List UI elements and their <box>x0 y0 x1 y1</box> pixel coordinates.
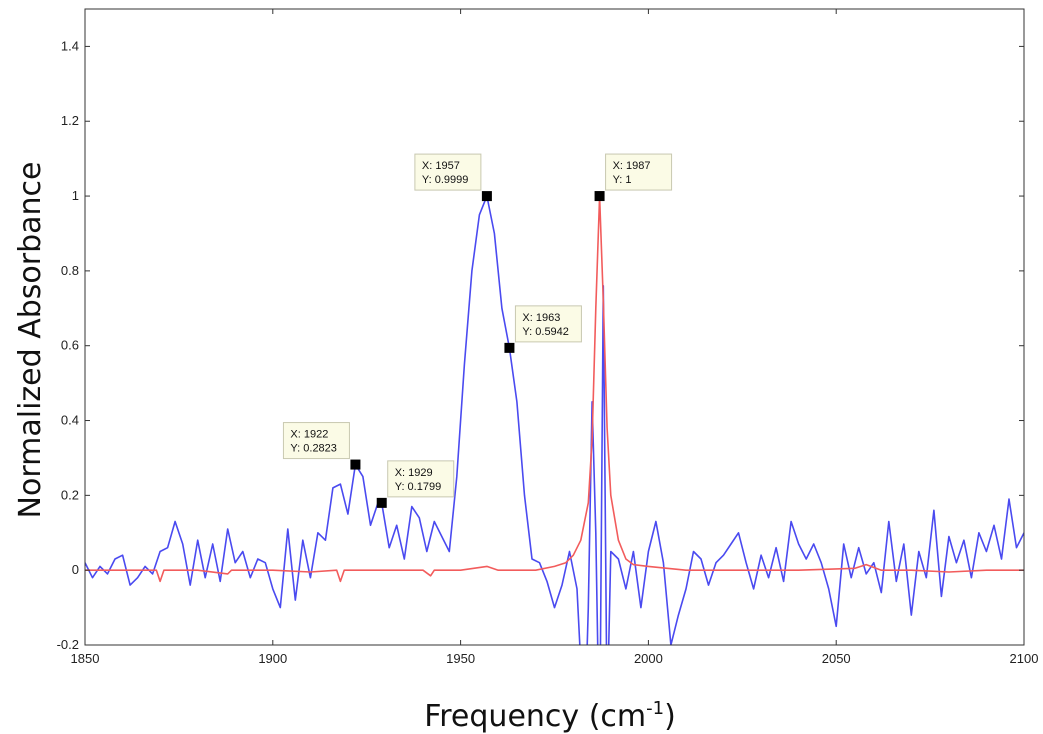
x-axis-label: Frequency (cm-1) <box>424 698 676 734</box>
data-tip-y: Y: 0.9999 <box>422 174 469 186</box>
x-tick-label: 2100 <box>1010 651 1039 666</box>
data-tip-marker <box>482 191 492 201</box>
y-tick-label: 1 <box>72 188 79 203</box>
data-tip-y: Y: 0.1799 <box>395 481 442 493</box>
data-tip-x: X: 1922 <box>290 429 328 441</box>
data-tip-y: Y: 0.5942 <box>522 326 569 338</box>
y-tick-label: 0 <box>72 562 79 577</box>
x-tick-label: 1850 <box>71 651 100 666</box>
x-axis-label-main: Frequency (cm <box>424 699 646 734</box>
x-tick-label: 1900 <box>258 651 287 666</box>
x-axis-label-close: ) <box>664 699 676 734</box>
data-tip-marker <box>350 460 360 470</box>
y-axis-label: Normalized Absorbance <box>13 162 48 519</box>
y-tick-label: 0.2 <box>61 487 79 502</box>
x-axis-label-superscript: -1 <box>646 698 664 719</box>
y-tick-label: 0.6 <box>61 338 79 353</box>
y-tick-label: 0.4 <box>61 413 79 428</box>
data-tip-marker <box>377 498 387 508</box>
x-tick-label: 1950 <box>446 651 475 666</box>
x-tick-label: 2000 <box>634 651 663 666</box>
data-tip-y: Y: 1 <box>613 174 632 186</box>
data-tip-x: X: 1963 <box>522 312 560 324</box>
data-tip-marker <box>595 191 605 201</box>
data-tip-marker <box>504 343 514 353</box>
data-tip-y: Y: 0.2823 <box>290 443 337 455</box>
y-tick-label: -0.2 <box>57 637 79 652</box>
y-tick-label: 1.4 <box>61 38 79 53</box>
x-tick-label: 2050 <box>822 651 851 666</box>
data-tip-x: X: 1929 <box>395 467 433 479</box>
y-tick-label: 0.8 <box>61 263 79 278</box>
data-tip-x: X: 1987 <box>613 160 651 172</box>
y-tick-label: 1.2 <box>61 113 79 128</box>
data-tip-x: X: 1957 <box>422 160 460 172</box>
